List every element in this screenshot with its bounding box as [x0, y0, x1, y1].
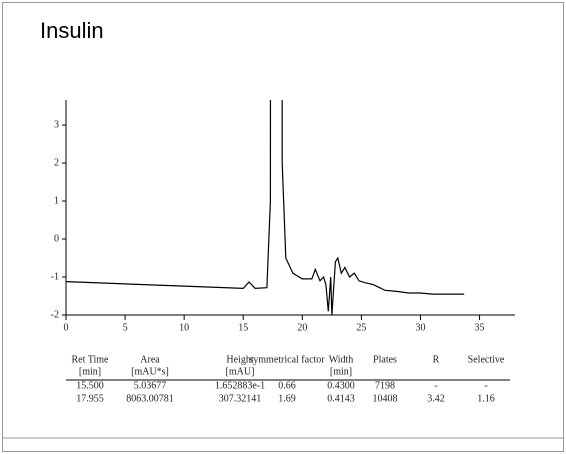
table-cell: 10408 — [373, 393, 398, 404]
table-cell: 7198 — [375, 380, 395, 391]
x-tick-label: 20 — [297, 322, 307, 333]
y-tick-label: 1 — [54, 195, 59, 206]
chart-title: Insulin — [40, 18, 104, 43]
table-cell: 3.42 — [427, 393, 445, 404]
column-unit: [mAU*s] — [131, 366, 169, 377]
column-header: Height — [226, 354, 253, 365]
column-header: Plates — [373, 354, 397, 365]
table-cell: 307.32141 — [219, 393, 262, 404]
table-cell: 17.955 — [76, 393, 104, 404]
table-cell: 5.03677 — [134, 380, 167, 391]
table-cell: 1.69 — [278, 393, 296, 404]
table-cell: 8063.00781 — [126, 393, 174, 404]
table-cell: 0.66 — [278, 380, 296, 391]
column-header: Ret Time — [72, 354, 110, 365]
table-cell: 1.16 — [477, 393, 495, 404]
column-header: R — [433, 354, 440, 365]
x-tick-label: 0 — [64, 322, 69, 333]
y-tick-label: -1 — [51, 271, 59, 282]
x-tick-label: 10 — [179, 322, 189, 333]
y-tick-label: 0 — [54, 233, 59, 244]
y-tick-label: -2 — [51, 309, 59, 320]
column-header: Selective — [468, 354, 505, 365]
x-tick-label: 30 — [415, 322, 425, 333]
table-cell: 0.4300 — [327, 380, 355, 391]
column-unit: [mAU] — [226, 366, 255, 377]
column-unit: [min] — [79, 366, 101, 377]
column-unit: [min] — [330, 366, 352, 377]
column-header: Width — [329, 354, 354, 365]
y-tick-label: 3 — [54, 119, 59, 130]
column-header: Area — [140, 354, 160, 365]
y-tick-label: 2 — [54, 157, 59, 168]
table-cell: - — [484, 380, 487, 391]
table-cell: 15.500 — [76, 380, 104, 391]
table-cell: 0.4143 — [327, 393, 355, 404]
column-header: symmetrical factor — [249, 354, 325, 365]
x-tick-label: 15 — [238, 322, 248, 333]
x-tick-label: 25 — [356, 322, 366, 333]
table-cell: 1.652883e-1 — [215, 380, 265, 391]
x-tick-label: 5 — [123, 322, 128, 333]
table-cell: - — [434, 380, 437, 391]
x-tick-label: 35 — [475, 322, 485, 333]
trace — [66, 100, 465, 316]
